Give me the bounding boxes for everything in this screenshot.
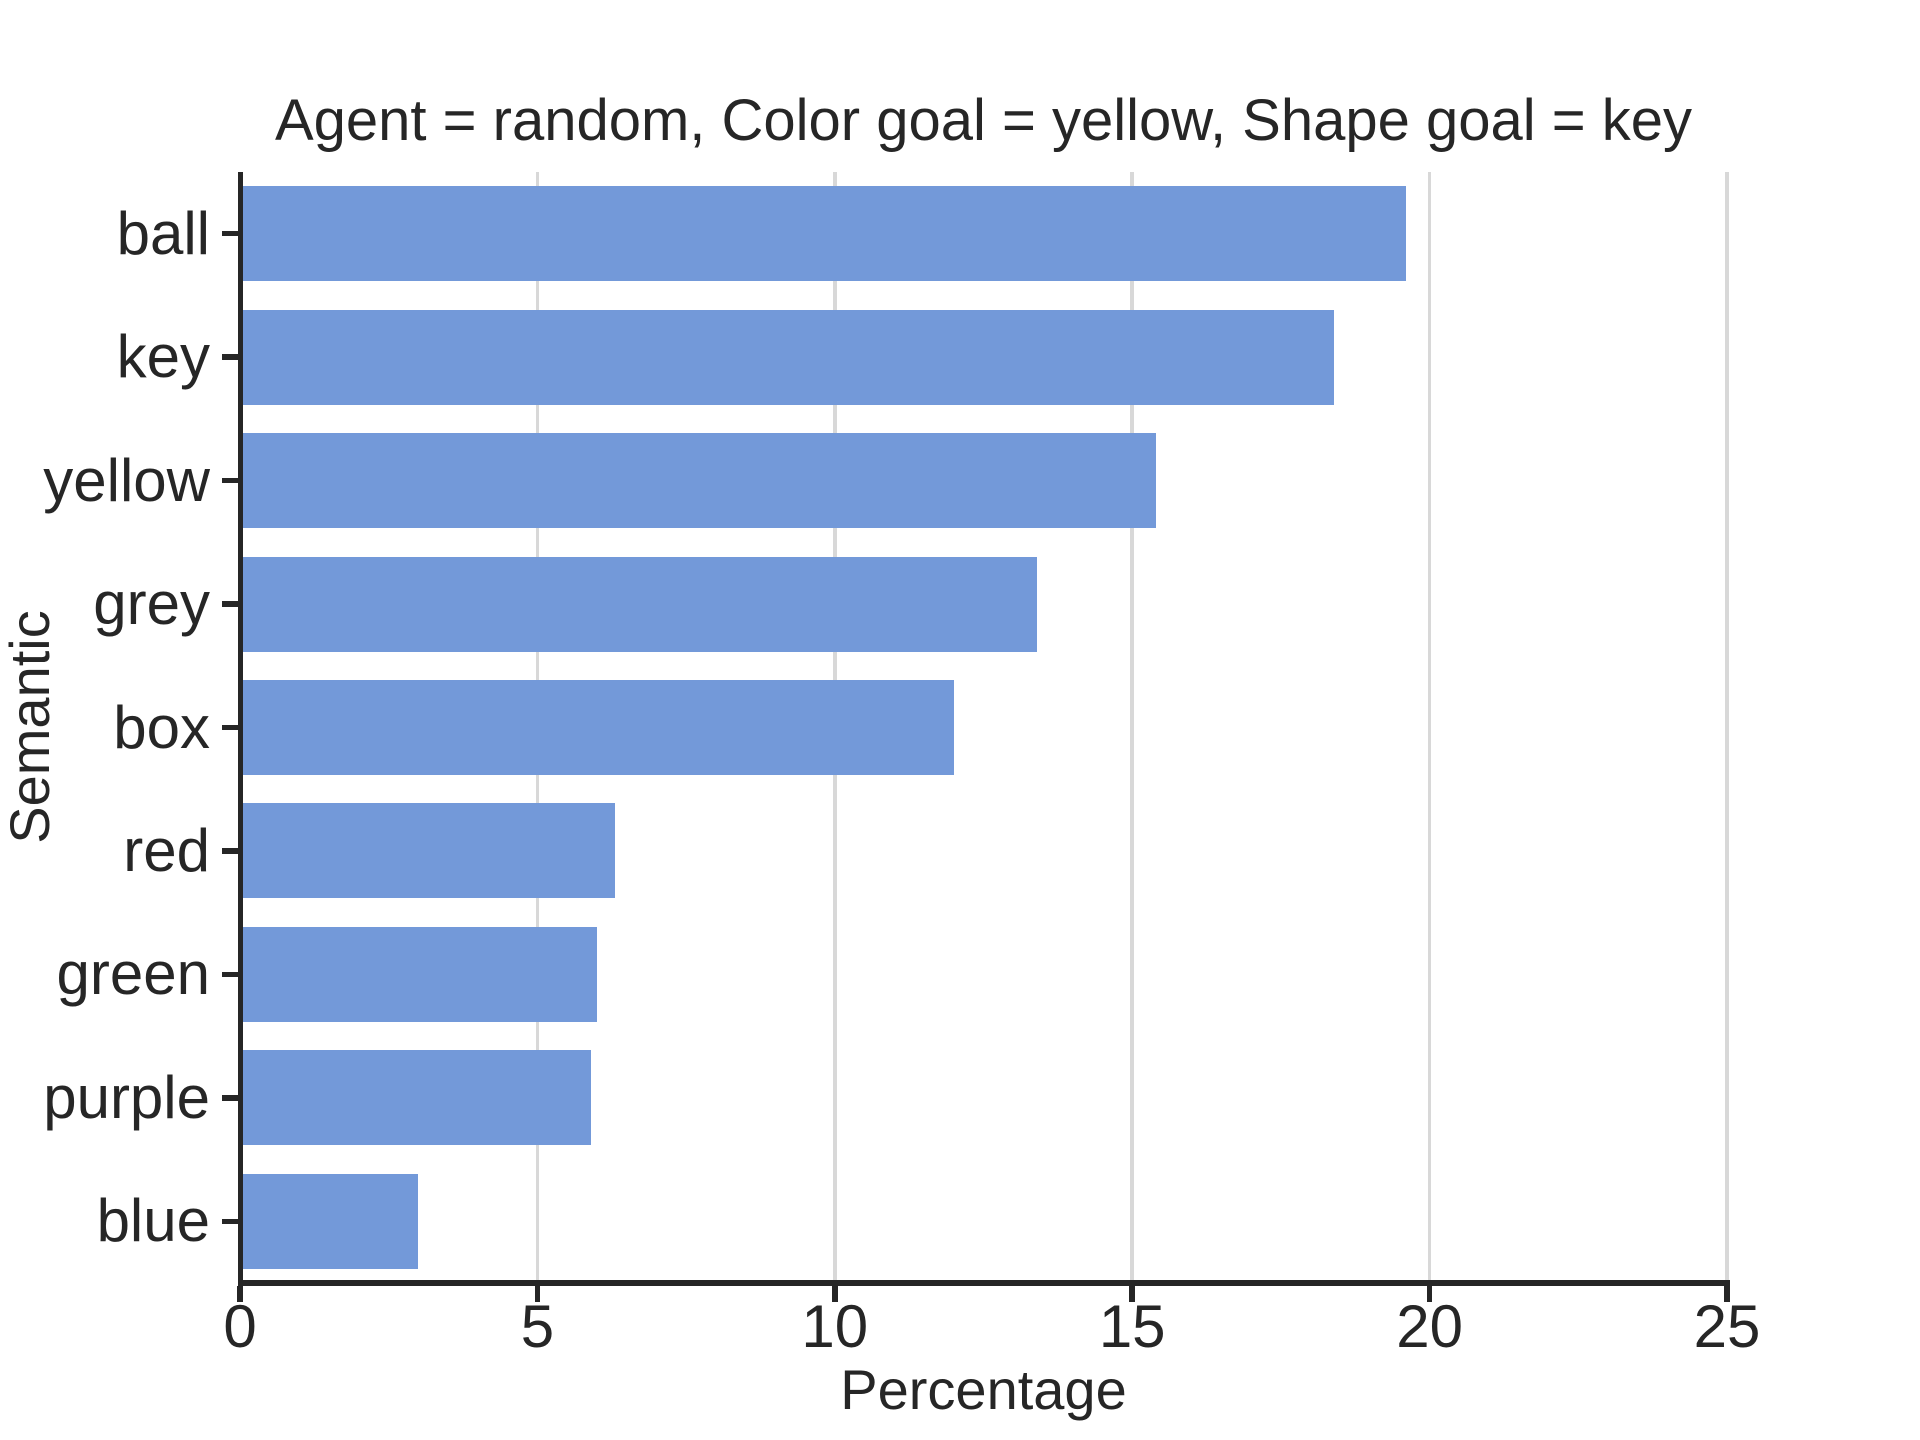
- x-tick-5: [534, 1286, 541, 1302]
- y-tick-label-box: box: [113, 693, 210, 761]
- bar-key: [240, 309, 1335, 405]
- x-tick-label-20: 20: [1396, 1293, 1463, 1360]
- y-tick-box: [221, 724, 238, 731]
- x-tick-label-0: 0: [223, 1293, 257, 1360]
- x-tick-label-25: 25: [1693, 1293, 1761, 1360]
- x-tick-20: [1426, 1286, 1433, 1302]
- y-tick-label-blue: blue: [96, 1187, 210, 1255]
- gridline-x-20: [1427, 172, 1432, 1283]
- x-tick-label-15: 15: [1098, 1293, 1166, 1360]
- y-tick-label-green: green: [56, 940, 210, 1008]
- x-tick-label-5: 5: [520, 1293, 555, 1360]
- bar-blue: [240, 1173, 419, 1269]
- x-tick-0: [237, 1286, 243, 1302]
- y-tick-blue: [221, 1218, 238, 1225]
- x-tick-label-10: 10: [801, 1293, 869, 1360]
- y-tick-ball: [221, 230, 238, 237]
- y-tick-grey: [221, 601, 238, 607]
- x-tick-10: [832, 1286, 838, 1302]
- y-tick-label-grey: grey: [93, 570, 210, 638]
- y-tick-red: [221, 848, 238, 854]
- chart-title: Agent = random, Color goal = yellow, Sha…: [274, 88, 1693, 153]
- plot-area: 0 5 10 15 20 25 ball key yellow grey box red green pu…: [43, 172, 1760, 1357]
- gridline-x-25: [1725, 172, 1729, 1283]
- y-tick-label-key: key: [116, 323, 210, 391]
- y-tick-label-ball: ball: [116, 199, 210, 267]
- x-tick-25: [1724, 1286, 1730, 1302]
- y-tick-label-purple: purple: [43, 1063, 210, 1131]
- bar-purple: [240, 1050, 591, 1146]
- bar-red: [240, 803, 615, 899]
- bar-grey: [240, 556, 1038, 652]
- y-tick-label-red: red: [123, 816, 210, 884]
- bar-ball: [240, 186, 1406, 282]
- y-tick-purple: [221, 1095, 238, 1101]
- y-tick-key: [221, 354, 238, 360]
- bar-green: [240, 926, 597, 1022]
- y-tick-label-yellow: yellow: [43, 446, 210, 514]
- x-axis-label: Percentage: [840, 1358, 1127, 1421]
- y-axis-spine: [237, 172, 243, 1283]
- x-tick-15: [1129, 1286, 1135, 1302]
- y-tick-yellow: [221, 477, 238, 484]
- gridline-x-15: [1130, 172, 1134, 1283]
- bar-yellow: [240, 433, 1156, 529]
- x-axis-spine: [237, 1280, 1730, 1286]
- bar-box: [240, 680, 954, 775]
- y-tick-green: [221, 971, 238, 978]
